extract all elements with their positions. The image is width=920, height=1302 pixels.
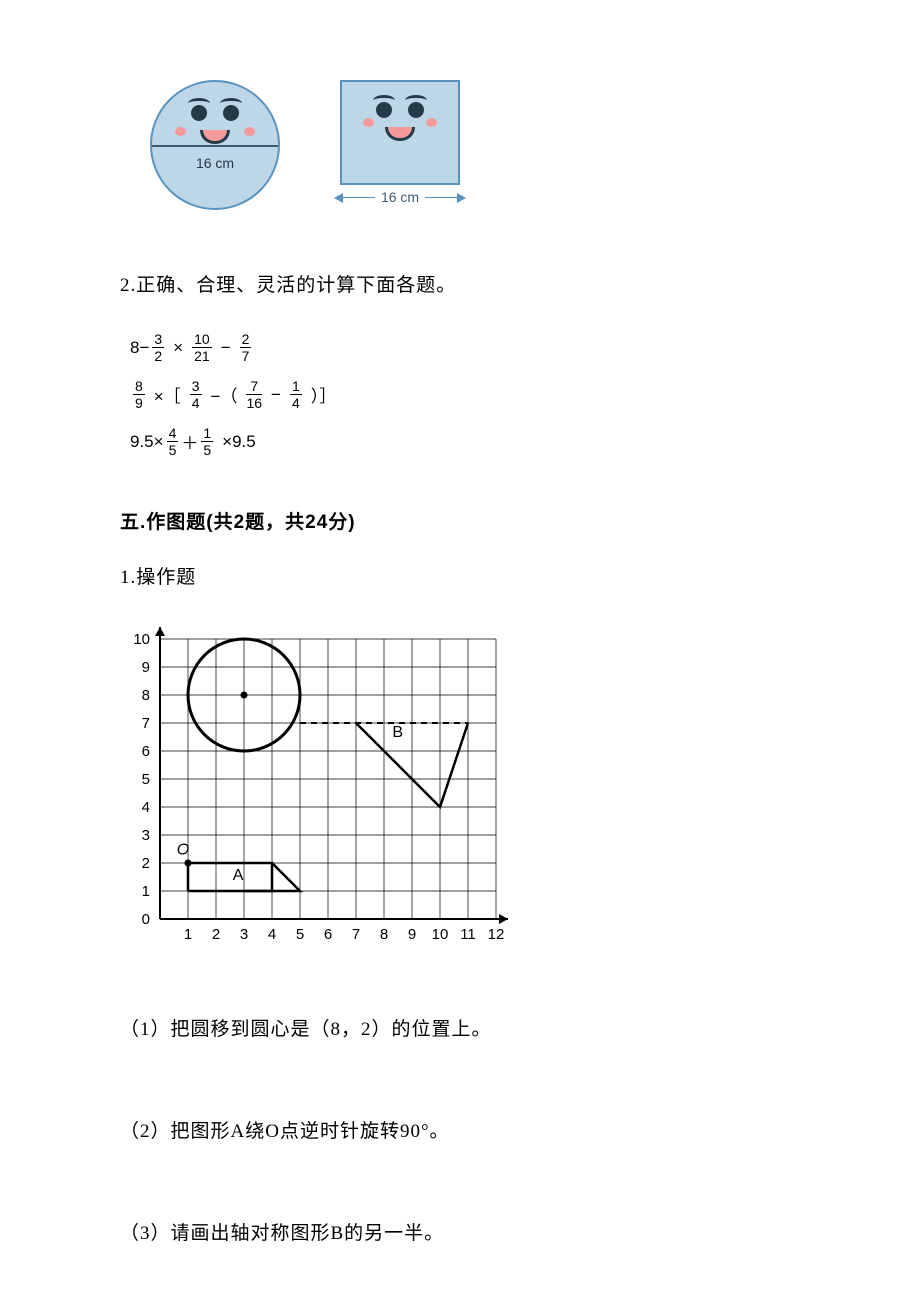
operator: − [271, 385, 281, 405]
square-face [342, 102, 458, 141]
arrow-right-icon [425, 197, 465, 198]
svg-text:B: B [392, 724, 403, 741]
svg-text:11: 11 [460, 926, 476, 943]
svg-text:A: A [233, 867, 244, 884]
svg-text:5: 5 [296, 926, 304, 943]
fraction: 14 [290, 379, 302, 410]
operator: ×［ [154, 382, 181, 407]
svg-text:1: 1 [142, 883, 150, 900]
fraction: 45 [167, 426, 179, 457]
square-figure: 16 cm [335, 80, 465, 225]
circle-figure: 16 cm [150, 80, 280, 210]
svg-text:3: 3 [240, 926, 248, 943]
svg-text:4: 4 [142, 799, 150, 816]
svg-text:8: 8 [142, 687, 150, 704]
fraction: 716 [246, 379, 262, 410]
svg-text:2: 2 [142, 855, 150, 872]
equations-block: 8−32×1021−2789×［34−（716−14）］9.5×45＋15×9.… [130, 332, 800, 457]
mouth-icon [200, 130, 230, 144]
svg-text:2: 2 [212, 926, 220, 943]
svg-text:5: 5 [142, 771, 150, 788]
shape-figures-row: 16 cm 16 cm [150, 80, 800, 225]
svg-text:1: 1 [184, 926, 192, 943]
svg-text:10: 10 [133, 631, 150, 648]
eye-right [408, 102, 424, 118]
circle-body: 16 cm [150, 80, 280, 210]
equation-row: 9.5×45＋15 ×9.5 [130, 426, 800, 457]
diameter-line [152, 145, 278, 147]
square-body [340, 80, 460, 185]
question-2-text: 2.正确、合理、灵活的计算下面各题。 [120, 270, 800, 297]
fraction: 15 [201, 426, 213, 457]
equation-row: 8−32 × 1021−27 [130, 332, 800, 363]
svg-text:12: 12 [488, 926, 505, 943]
question-5-1-text: 1.操作题 [120, 562, 800, 589]
mouth-icon [385, 127, 415, 141]
svg-text:10: 10 [432, 926, 449, 943]
svg-text:6: 6 [324, 926, 332, 943]
sub-question-1: （1）把圆移到圆心是（8，2）的位置上。 [120, 1014, 800, 1041]
equation-row: 89 ×［ 34 −（ 716−14 ）］ [130, 379, 800, 410]
svg-text:9: 9 [408, 926, 416, 943]
square-dimension-row: 16 cm [335, 189, 465, 205]
grid-figure: 012345678910123456789101112AOB [120, 619, 800, 969]
svg-text:O: O [177, 842, 189, 859]
circle-face [152, 105, 278, 144]
operator: −（ [211, 382, 238, 407]
svg-text:3: 3 [142, 827, 150, 844]
operator: − [221, 338, 231, 358]
fraction: 34 [190, 379, 202, 410]
fraction: 89 [133, 379, 145, 410]
circle-dimension-label: 16 cm [152, 155, 278, 171]
fraction: 1021 [192, 332, 212, 363]
svg-text:7: 7 [142, 715, 150, 732]
square-dimension-label: 16 cm [375, 189, 425, 205]
section-5-header: 五.作图题(共2题，共24分) [120, 507, 800, 534]
sub-question-3: （3）请画出轴对称图形B的另一半。 [120, 1218, 800, 1245]
svg-text:0: 0 [142, 911, 150, 928]
eye-right [223, 105, 239, 121]
fraction: 32 [152, 332, 164, 363]
svg-text:7: 7 [352, 926, 360, 943]
coordinate-grid-svg: 012345678910123456789101112AOB [120, 619, 520, 964]
operator: ×9.5 [222, 432, 256, 452]
svg-text:4: 4 [268, 926, 276, 943]
eye-left [376, 102, 392, 118]
number: 9.5× [130, 432, 164, 452]
sub-question-2: （2）把图形A绕O点逆时针旋转90°。 [120, 1116, 800, 1143]
svg-text:8: 8 [380, 926, 388, 943]
svg-text:6: 6 [142, 743, 150, 760]
number: 8− [130, 338, 149, 358]
arrow-left-icon [335, 197, 375, 198]
svg-text:9: 9 [142, 659, 150, 676]
operator: × [173, 338, 183, 358]
fraction: 27 [240, 332, 252, 363]
number: ＋ [181, 429, 198, 454]
eye-left [191, 105, 207, 121]
operator: ）］ [311, 382, 337, 407]
